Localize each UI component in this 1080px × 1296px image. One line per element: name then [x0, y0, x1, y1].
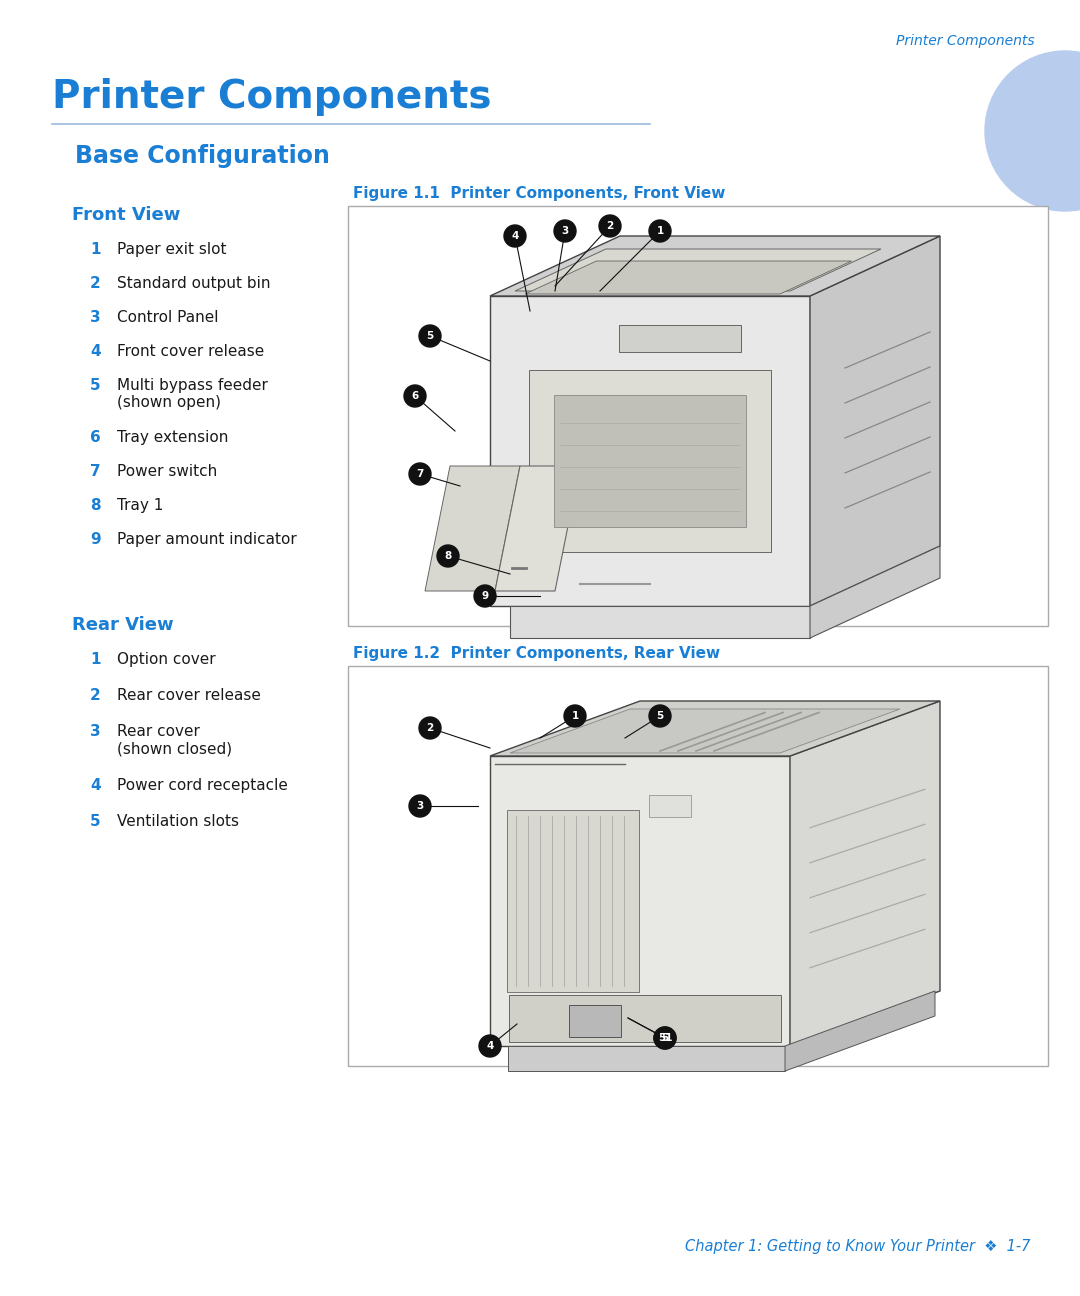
- Polygon shape: [525, 260, 851, 294]
- Text: 1: 1: [90, 652, 100, 667]
- Text: Ventilation slots: Ventilation slots: [117, 814, 239, 829]
- Text: 51: 51: [658, 1033, 672, 1043]
- FancyBboxPatch shape: [554, 395, 746, 527]
- Polygon shape: [810, 546, 940, 638]
- FancyBboxPatch shape: [569, 1004, 621, 1037]
- FancyBboxPatch shape: [509, 995, 781, 1042]
- Text: 2: 2: [606, 222, 613, 231]
- Text: Option cover: Option cover: [117, 652, 216, 667]
- Circle shape: [649, 705, 671, 727]
- Text: 3: 3: [90, 724, 100, 739]
- Polygon shape: [490, 701, 940, 756]
- Text: 2: 2: [90, 276, 100, 292]
- Text: Rear cover release: Rear cover release: [117, 688, 261, 702]
- Text: Printer Components: Printer Components: [896, 34, 1035, 48]
- Circle shape: [437, 546, 459, 568]
- Polygon shape: [510, 607, 810, 638]
- Text: 1: 1: [571, 712, 579, 721]
- Text: 1: 1: [90, 242, 100, 257]
- Circle shape: [654, 1026, 676, 1048]
- FancyBboxPatch shape: [348, 206, 1048, 626]
- Text: 2: 2: [427, 723, 434, 734]
- Text: 4: 4: [90, 343, 100, 359]
- Text: 8: 8: [90, 498, 100, 513]
- Circle shape: [474, 584, 496, 607]
- Text: 9: 9: [482, 591, 488, 601]
- Text: Multi bypass feeder
(shown open): Multi bypass feeder (shown open): [117, 378, 268, 411]
- Text: 4: 4: [90, 778, 100, 793]
- Circle shape: [599, 215, 621, 237]
- Text: Power switch: Power switch: [117, 464, 217, 480]
- Polygon shape: [490, 295, 810, 607]
- FancyBboxPatch shape: [529, 369, 771, 552]
- Text: Tray extension: Tray extension: [117, 430, 228, 445]
- Polygon shape: [515, 249, 881, 292]
- Circle shape: [409, 463, 431, 485]
- Text: Tray 1: Tray 1: [117, 498, 163, 513]
- Circle shape: [985, 51, 1080, 211]
- Text: Front View: Front View: [72, 206, 180, 224]
- Circle shape: [564, 705, 586, 727]
- Polygon shape: [426, 467, 519, 591]
- Text: Rear cover
(shown closed): Rear cover (shown closed): [117, 724, 232, 757]
- Text: 7: 7: [416, 469, 423, 480]
- Text: 5: 5: [90, 378, 100, 393]
- Text: 3: 3: [417, 801, 423, 811]
- Text: 5: 5: [90, 814, 100, 829]
- Text: 5: 5: [427, 330, 434, 341]
- Text: Base Configuration: Base Configuration: [75, 144, 329, 168]
- Text: Printer Components: Printer Components: [52, 78, 491, 117]
- Polygon shape: [490, 756, 789, 1046]
- FancyBboxPatch shape: [507, 810, 639, 991]
- FancyBboxPatch shape: [348, 666, 1048, 1067]
- FancyBboxPatch shape: [649, 794, 691, 816]
- FancyBboxPatch shape: [619, 325, 741, 353]
- Text: 3: 3: [90, 310, 100, 325]
- Text: Power cord receptacle: Power cord receptacle: [117, 778, 288, 793]
- Text: 4: 4: [486, 1041, 494, 1051]
- Text: 8: 8: [444, 551, 451, 561]
- Text: 2: 2: [90, 688, 100, 702]
- Text: Control Panel: Control Panel: [117, 310, 218, 325]
- Text: Front cover release: Front cover release: [117, 343, 265, 359]
- Circle shape: [554, 220, 576, 242]
- Text: 6: 6: [90, 430, 100, 445]
- Text: Chapter 1: Getting to Know Your Printer  ❖  1-7: Chapter 1: Getting to Know Your Printer …: [685, 1239, 1030, 1255]
- Text: Rear View: Rear View: [72, 616, 174, 634]
- Circle shape: [404, 385, 426, 407]
- Polygon shape: [810, 236, 940, 607]
- Text: Figure 1.2  Printer Components, Rear View: Figure 1.2 Printer Components, Rear View: [353, 645, 720, 661]
- Text: Paper exit slot: Paper exit slot: [117, 242, 227, 257]
- Circle shape: [649, 220, 671, 242]
- Circle shape: [480, 1036, 501, 1058]
- Text: 9: 9: [90, 531, 100, 547]
- Polygon shape: [495, 467, 580, 591]
- Text: Standard output bin: Standard output bin: [117, 276, 270, 292]
- Polygon shape: [490, 236, 940, 295]
- Circle shape: [409, 794, 431, 816]
- Polygon shape: [789, 701, 940, 1046]
- Circle shape: [654, 1026, 676, 1048]
- Text: 6: 6: [411, 391, 419, 400]
- Text: 4: 4: [511, 231, 518, 241]
- Text: 3: 3: [562, 226, 569, 236]
- Text: 5: 5: [661, 1033, 669, 1043]
- Text: Figure 1.1  Printer Components, Front View: Figure 1.1 Printer Components, Front Vie…: [353, 187, 726, 201]
- Polygon shape: [510, 709, 900, 753]
- Text: 7: 7: [90, 464, 100, 480]
- Circle shape: [419, 717, 441, 739]
- Circle shape: [504, 226, 526, 248]
- Polygon shape: [785, 991, 935, 1070]
- Text: Paper amount indicator: Paper amount indicator: [117, 531, 297, 547]
- Circle shape: [419, 325, 441, 347]
- Text: 1: 1: [657, 226, 663, 236]
- Polygon shape: [508, 1046, 785, 1070]
- Text: 5: 5: [657, 712, 663, 721]
